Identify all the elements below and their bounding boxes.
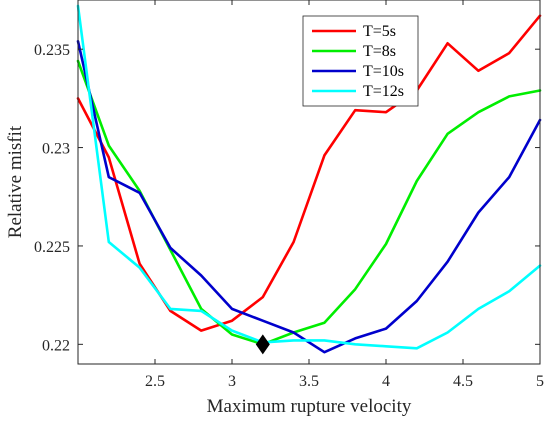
- x-tick-label: 4: [382, 373, 390, 390]
- x-tick-label: 3: [228, 373, 236, 390]
- series-line-3: [76, 39, 542, 354]
- x-tick-label: 2.5: [145, 373, 165, 390]
- legend-label: T=10s: [363, 63, 404, 80]
- y-tick-label: 0.23: [42, 141, 70, 158]
- y-tick-label: 0.235: [34, 42, 70, 59]
- series-layer: [76, 4, 542, 354]
- x-tick-label: 4.5: [453, 373, 473, 390]
- x-tick-label: 3.5: [299, 373, 319, 390]
- series-line-4: [76, 4, 542, 350]
- x-tick-label: 5: [536, 373, 544, 390]
- y-tick-label: 0.22: [42, 337, 70, 354]
- optimum-diamond-marker: [255, 334, 270, 355]
- legend-label: T=5s: [363, 23, 396, 40]
- legend-label: T=12s: [363, 83, 404, 100]
- axes-layer: 2.5 3 3.5 4 4.5 5 0.22 0.225 0.23 0.235: [34, 0, 544, 390]
- legend-label: T=8s: [363, 43, 396, 60]
- y-tick-label: 0.225: [34, 239, 70, 256]
- legend: T=5s T=8s T=10s T=12s: [302, 15, 419, 107]
- x-axis-title: Maximum rupture velocity: [207, 396, 412, 417]
- marker-layer: [255, 334, 270, 355]
- y-axis-title: Relative misfit: [5, 125, 26, 238]
